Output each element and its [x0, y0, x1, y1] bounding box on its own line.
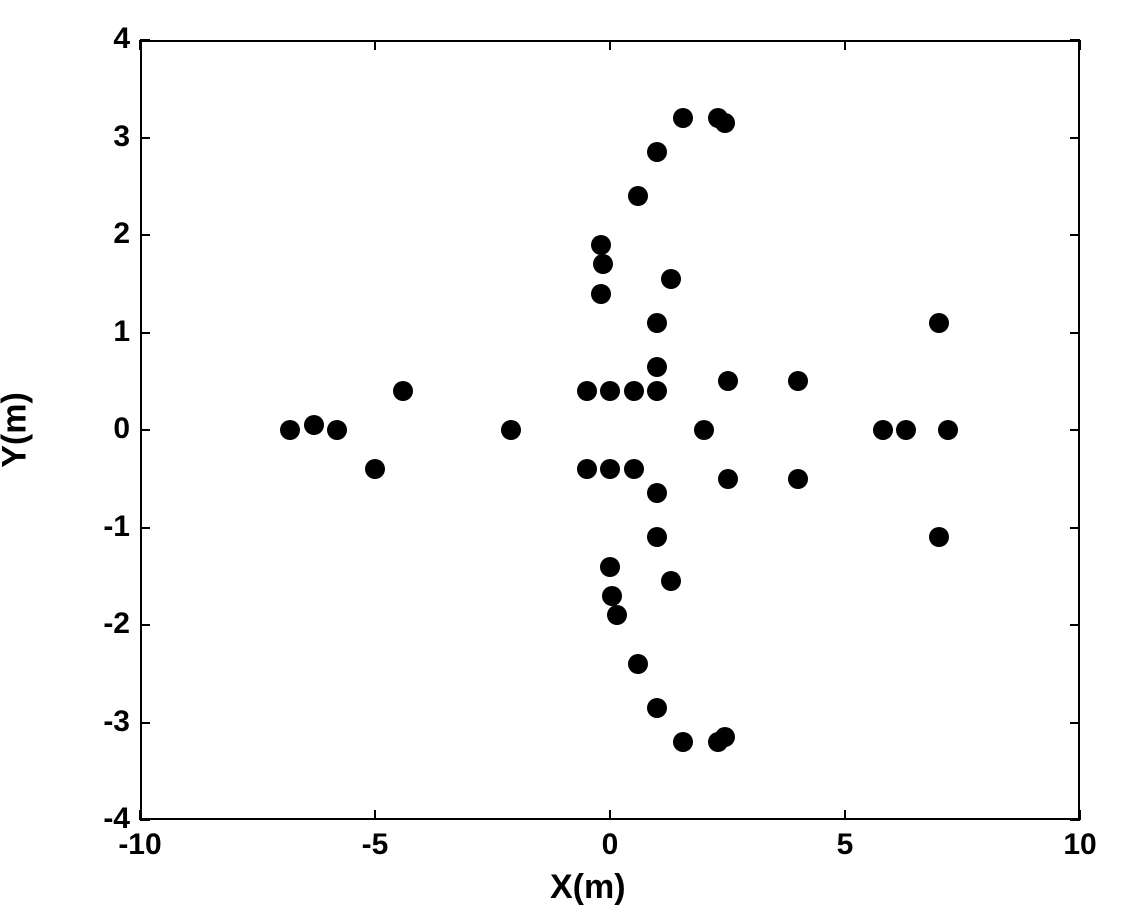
data-point	[718, 469, 738, 489]
data-point	[929, 313, 949, 333]
data-point	[673, 108, 693, 128]
data-point	[577, 381, 597, 401]
data-point	[600, 557, 620, 577]
x-tick-mark-top	[844, 40, 846, 50]
data-point	[280, 420, 300, 440]
y-tick-label: -2	[70, 607, 130, 641]
data-point	[304, 415, 324, 435]
data-point	[593, 254, 613, 274]
y-tick-label: 1	[70, 315, 130, 349]
data-point	[788, 469, 808, 489]
data-point	[647, 313, 667, 333]
data-point	[715, 727, 735, 747]
data-point	[788, 371, 808, 391]
data-point	[647, 381, 667, 401]
y-tick-label: 0	[70, 412, 130, 446]
y-axis-label: Y(m)	[0, 392, 35, 468]
data-point	[661, 571, 681, 591]
data-point	[673, 732, 693, 752]
y-tick-mark-right	[1070, 332, 1080, 334]
x-tick-label: 5	[805, 828, 885, 862]
y-tick-label: -1	[70, 510, 130, 544]
data-point	[718, 371, 738, 391]
data-point	[602, 586, 622, 606]
data-point	[647, 698, 667, 718]
data-point	[661, 269, 681, 289]
y-tick-mark	[140, 137, 150, 139]
y-tick-mark	[140, 527, 150, 529]
data-point	[624, 459, 644, 479]
y-tick-mark	[140, 722, 150, 724]
data-point	[327, 420, 347, 440]
data-point	[365, 459, 385, 479]
x-tick-mark-top	[139, 40, 141, 50]
data-point	[938, 420, 958, 440]
data-point	[628, 654, 648, 674]
data-point	[600, 381, 620, 401]
x-tick-label: -5	[335, 828, 415, 862]
y-tick-label: -3	[70, 705, 130, 739]
x-tick-mark-top	[374, 40, 376, 50]
y-tick-mark-right	[1070, 39, 1080, 41]
x-tick-mark	[844, 810, 846, 820]
x-tick-mark	[609, 810, 611, 820]
scatter-chart: -10-50510 -4-3-2-101234 X(m) Y(m)	[0, 0, 1134, 915]
y-tick-mark-right	[1070, 722, 1080, 724]
y-tick-mark	[140, 624, 150, 626]
x-tick-mark-top	[1079, 40, 1081, 50]
y-tick-mark	[140, 819, 150, 821]
data-point	[896, 420, 916, 440]
y-tick-label: 3	[70, 120, 130, 154]
data-point	[647, 142, 667, 162]
y-tick-mark	[140, 39, 150, 41]
y-tick-label: 2	[70, 217, 130, 251]
x-axis-label: X(m)	[550, 868, 626, 907]
data-point	[607, 605, 627, 625]
y-tick-mark-right	[1070, 819, 1080, 821]
data-point	[393, 381, 413, 401]
data-point	[624, 381, 644, 401]
data-point	[600, 459, 620, 479]
y-tick-mark-right	[1070, 429, 1080, 431]
y-tick-label: -4	[70, 802, 130, 836]
y-tick-mark	[140, 234, 150, 236]
data-point	[647, 483, 667, 503]
x-tick-mark	[374, 810, 376, 820]
data-point	[715, 113, 735, 133]
y-tick-label: 4	[70, 22, 130, 56]
y-tick-mark-right	[1070, 137, 1080, 139]
x-tick-label: 10	[1040, 828, 1120, 862]
y-tick-mark-right	[1070, 234, 1080, 236]
data-point	[929, 527, 949, 547]
y-tick-mark	[140, 429, 150, 431]
data-point	[647, 527, 667, 547]
y-tick-mark-right	[1070, 624, 1080, 626]
data-point	[577, 459, 597, 479]
data-point	[647, 357, 667, 377]
data-point	[628, 186, 648, 206]
y-tick-mark	[140, 332, 150, 334]
data-point	[501, 420, 521, 440]
x-tick-mark-top	[609, 40, 611, 50]
y-tick-mark-right	[1070, 527, 1080, 529]
data-point	[591, 284, 611, 304]
data-point	[591, 235, 611, 255]
data-point	[873, 420, 893, 440]
data-point	[694, 420, 714, 440]
x-tick-label: 0	[570, 828, 650, 862]
